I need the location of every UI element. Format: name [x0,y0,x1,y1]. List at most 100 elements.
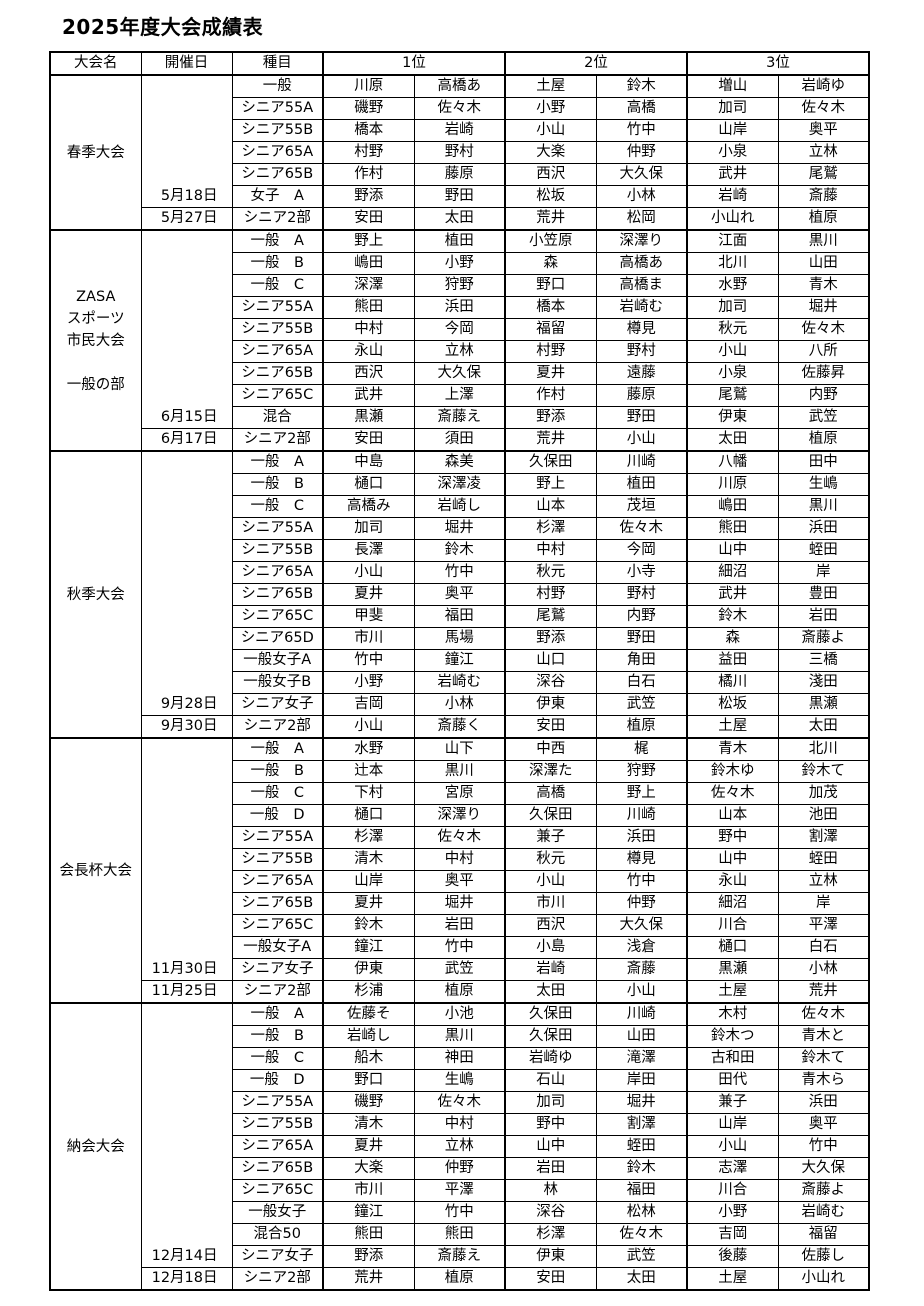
first-place-name: 加司 [322,517,415,540]
first-place-name: 竹中 [322,649,415,672]
second-place-name: 茂垣 [595,495,688,518]
first-place-name: 中村 [413,1113,506,1136]
second-place-name: 仲野 [595,892,688,915]
first-place-name: 村野 [322,141,415,164]
third-place-name: 佐々木 [777,97,870,120]
third-place-name: 小山 [686,340,779,363]
first-place-name: 太田 [413,207,506,231]
event-category: シニア65B [231,362,324,385]
event-category: シニア55B [231,539,324,562]
third-place-name: 大久保 [777,1157,870,1180]
second-place-name: 中西 [504,737,597,761]
second-place-name: 松坂 [504,185,597,208]
first-place-name: 夏井 [322,1135,415,1158]
table-row: シニア65B 西沢 大久保 夏井 遠藤 小泉 佐藤昇 [50,362,870,385]
event-category: シニア2部 [231,428,324,452]
third-place-name: 山中 [686,539,779,562]
third-place-name: 山岸 [686,119,779,142]
second-place-name: 竹中 [595,870,688,893]
third-place-name: 福留 [777,1223,870,1246]
third-place-name: 内野 [777,384,870,407]
first-place-name: 岩崎 [413,119,506,142]
table-row: 6月17日 シニア2部 安田 須田 荒井 小山 太田 植原 [50,428,870,452]
table-row: 11月25日 シニア2部 杉浦 植原 太田 小山 土屋 荒井 [50,980,870,1004]
event-category: 一般 C [231,1047,324,1070]
table-row: シニア65A 村野 野村 大楽 仲野 小泉 立林 [50,141,870,164]
second-place-name: 小山 [504,870,597,893]
table-row: 一般 D 樋口 深澤り 久保田 川崎 山本 池田 [50,804,870,827]
event-category: 一般 A [231,1002,324,1026]
first-place-name: 清木 [322,848,415,871]
event-category: 一般 A [231,450,324,474]
third-place-name: 豊田 [777,583,870,606]
event-category: シニア55B [231,848,324,871]
header-first: 1位 [322,51,506,76]
first-place-name: 小山 [322,561,415,584]
second-place-name: 土屋 [504,74,597,98]
third-place-name: 黒瀬 [686,958,779,981]
second-place-name: 鈴木 [595,74,688,98]
event-category: 一般 B [231,252,324,275]
event-category: シニア65B [231,163,324,186]
third-place-name: 古和田 [686,1047,779,1070]
table-row: シニア65A 夏井 立林 山中 蛭田 小山 竹中 [50,1135,870,1158]
third-place-name: 尾鷲 [777,163,870,186]
third-place-name: 斎藤 [777,185,870,208]
tournament-name-line: スポーツ [66,310,125,327]
table-row: 一般 C 下村 宮原 高橋 野上 佐々木 加茂 [50,782,870,805]
third-place-name: 川原 [686,473,779,496]
second-place-name: 野添 [504,406,597,429]
first-place-name: 船木 [322,1047,415,1070]
table-row: シニア55A 杉澤 佐々木 兼子 浜田 野中 割澤 [50,826,870,849]
first-place-name: 鐘江 [413,649,506,672]
third-place-name: 青木 [686,737,779,761]
table-row: シニア65B 夏井 堀井 市川 仲野 細沼岸 [50,892,870,915]
first-place-name: 上澤 [413,384,506,407]
third-place-name: 加司 [686,97,779,120]
third-place-name: 加茂 [777,782,870,805]
first-place-name: 藤原 [413,163,506,186]
second-place-name: 尾鷲 [504,605,597,628]
first-place-name: 安田 [322,428,415,452]
event-category: 一般 C [231,782,324,805]
first-place-name: 安田 [322,207,415,231]
third-place-name: 熊田 [686,517,779,540]
third-place-name: 嶋田 [686,495,779,518]
third-place-name: 尾鷲 [686,384,779,407]
second-place-name: 深谷 [504,671,597,694]
first-place-name: 樋口 [322,473,415,496]
second-place-name: 狩野 [595,760,688,783]
third-place-name: 兼子 [686,1091,779,1114]
event-date: 12月14日 [140,1002,233,1268]
third-place-name: 小山れ [686,207,779,231]
second-place-name: 野村 [595,340,688,363]
second-place-name: 植田 [595,473,688,496]
third-place-name: 益田 [686,649,779,672]
third-place-name: 山中 [686,848,779,871]
table-row: 一般 B 樋口 深澤凌 野上 植田 川原 生嶋 [50,473,870,496]
first-place-name: 黒川 [413,1025,506,1048]
tournament-name-line: 市民大会 [66,332,125,349]
second-place-name: 斎藤 [595,958,688,981]
third-place-name: 青木と [777,1025,870,1048]
header-second: 2位 [504,51,688,76]
event-category: 一般 B [231,473,324,496]
first-place-name: 竹中 [413,1201,506,1224]
second-place-name: 岸田 [595,1069,688,1092]
table-row: シニア55A 磯野 佐々木 小野 高橋 加司 佐々木 [50,97,870,120]
first-place-name: 神田 [413,1047,506,1070]
tournament-name: ZASA スポーツ 市民大会 一般の部 [49,229,142,452]
second-place-name: 樽見 [595,848,688,871]
third-place-name: 北川 [777,737,870,761]
table-row: 一般 B 岩崎し 黒川 久保田 山田 鈴木つ 青木と [50,1025,870,1048]
third-place-name: 鈴木つ [686,1025,779,1048]
event-category: シニア65B [231,583,324,606]
first-place-name: 杉浦 [322,980,415,1004]
third-place-name: 斎藤よ [777,627,870,650]
third-place-name: 鈴木て [777,1047,870,1070]
third-place-name: 森 [686,627,779,650]
second-place-name: 安田 [504,1267,597,1291]
table-row: シニア65C 鈴木 岩田 西沢 大久保 川合 平澤 [50,914,870,937]
third-place-name: 浜田 [777,517,870,540]
second-place-name: 秋元 [504,848,597,871]
